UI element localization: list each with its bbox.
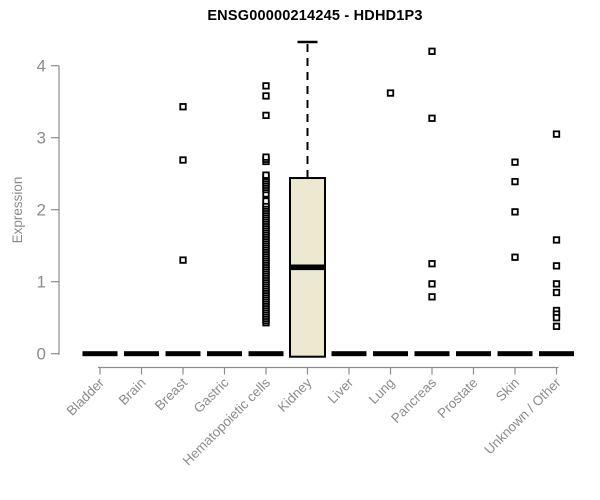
x-tick-label: Liver bbox=[325, 375, 357, 407]
collapsed-box bbox=[82, 351, 118, 357]
outlier-point bbox=[262, 92, 270, 100]
outlier-point bbox=[428, 260, 436, 268]
outlier-point bbox=[511, 158, 519, 166]
collapsed-box bbox=[414, 351, 450, 357]
outlier-point bbox=[552, 322, 561, 330]
outlier-point bbox=[552, 262, 561, 270]
outlier-point bbox=[262, 111, 270, 120]
x-tick-label: Prostate bbox=[434, 375, 480, 421]
y-tick-label: 1 bbox=[37, 273, 46, 292]
x-tick-label: Breast bbox=[152, 375, 190, 413]
median-line bbox=[290, 264, 325, 271]
x-tick-label: Gastric bbox=[191, 375, 232, 416]
collapsed-box bbox=[124, 351, 159, 357]
y-tick-label: 3 bbox=[37, 129, 46, 148]
collapsed-box bbox=[373, 351, 408, 357]
x-tick-label: Unknown / Other bbox=[481, 375, 564, 458]
x-tick-label: Lung bbox=[366, 375, 398, 407]
outlier-point bbox=[511, 208, 519, 216]
collapsed-box bbox=[165, 351, 201, 357]
outlier-point bbox=[552, 314, 561, 322]
outlier-point bbox=[552, 236, 561, 244]
x-tick-label: Kidney bbox=[275, 375, 315, 415]
x-tick-label: Pancreas bbox=[388, 375, 439, 426]
outlier-point bbox=[262, 197, 270, 205]
collapsed-box bbox=[248, 351, 284, 357]
outlier-point bbox=[179, 256, 187, 264]
outlier-point bbox=[552, 288, 561, 297]
chart-title: ENSG00000214245 - HDHD1P3 bbox=[207, 8, 423, 24]
outlier-point bbox=[552, 280, 561, 288]
outlier-point bbox=[262, 82, 270, 90]
outlier-point bbox=[428, 293, 436, 301]
collapsed-box bbox=[497, 351, 533, 357]
outlier-point bbox=[262, 171, 270, 179]
y-tick-label: 0 bbox=[37, 345, 46, 364]
collapsed-box bbox=[331, 351, 367, 357]
collapsed-box bbox=[539, 351, 574, 357]
y-tick-label: 2 bbox=[37, 201, 46, 220]
outlier-point bbox=[511, 177, 519, 186]
collapsed-box bbox=[207, 351, 242, 357]
outlier-point bbox=[511, 253, 519, 261]
x-tick-label: Skin bbox=[493, 375, 522, 404]
outlier-point bbox=[552, 130, 561, 138]
y-tick-label: 4 bbox=[37, 57, 46, 76]
outlier-point bbox=[262, 153, 270, 161]
outlier-point bbox=[428, 47, 436, 55]
outlier-point bbox=[179, 156, 187, 164]
outlier-point bbox=[428, 114, 436, 122]
outlier-point bbox=[428, 280, 436, 288]
outlier-point bbox=[179, 103, 187, 111]
outlier-point bbox=[386, 89, 395, 97]
collapsed-box bbox=[456, 351, 491, 357]
x-tick-label: Bladder bbox=[64, 375, 108, 419]
x-tick-label: Brain bbox=[116, 375, 149, 408]
